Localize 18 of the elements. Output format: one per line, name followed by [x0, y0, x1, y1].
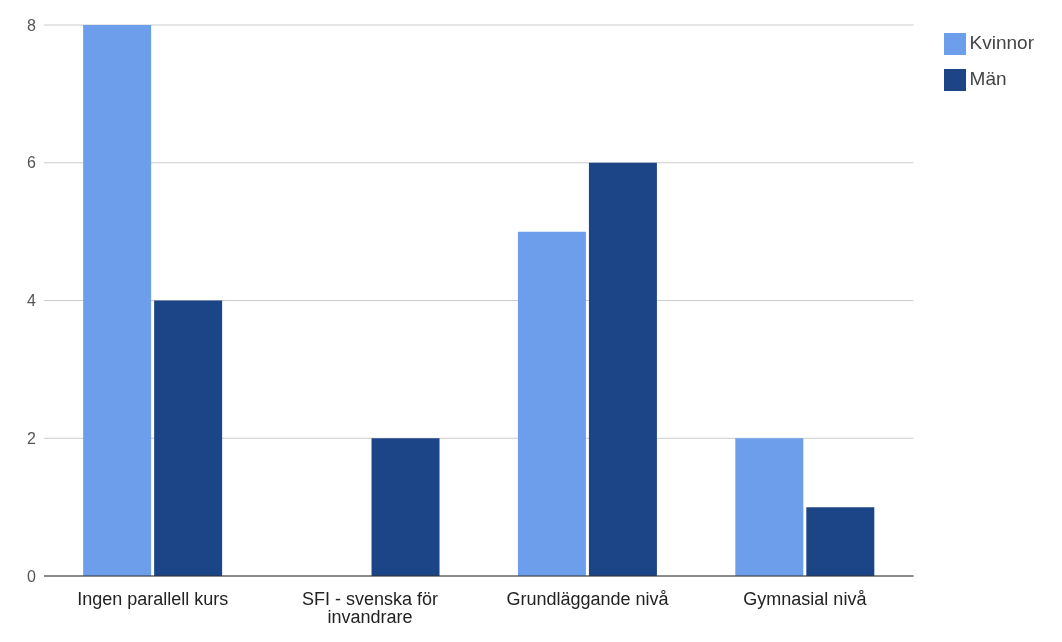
bar: [154, 300, 223, 576]
bar: [517, 231, 586, 576]
bar: [588, 162, 657, 576]
y-tick-label: 0: [27, 567, 37, 585]
x-tick-label: SFI - svenska för invandrare: [302, 588, 439, 627]
bar: [371, 438, 440, 576]
bar: [735, 438, 804, 576]
y-tick-label: 6: [27, 154, 37, 172]
bar: [806, 507, 875, 576]
y-tick-label: 4: [27, 292, 37, 310]
legend-label: Män: [969, 68, 1007, 89]
x-tick-label: Grundläggande nivå: [506, 588, 670, 609]
legend-label: Kvinnor: [969, 32, 1034, 53]
y-tick-label: 2: [27, 429, 37, 447]
x-tick-label: Ingen parallell kurs: [77, 588, 229, 609]
bar: [83, 25, 152, 576]
y-tick-label: 8: [27, 16, 37, 34]
x-tick-label: Gymnasial nivå: [743, 588, 868, 609]
